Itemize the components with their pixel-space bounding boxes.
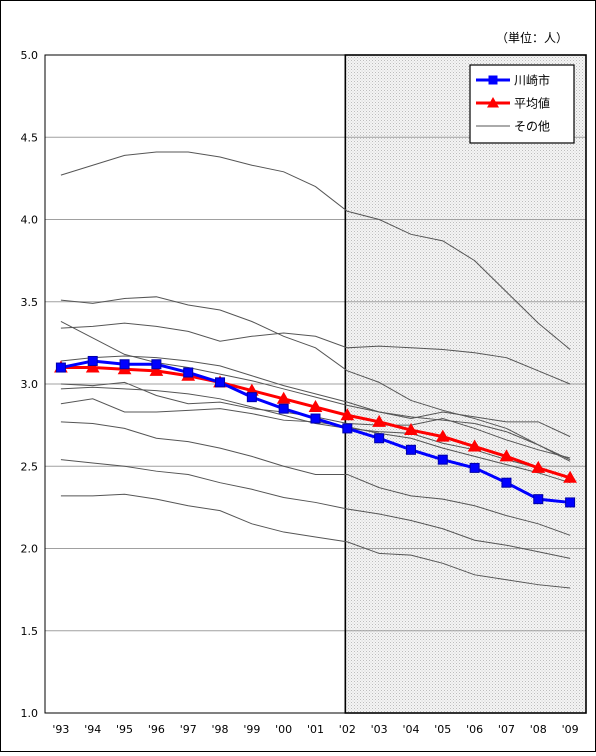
other-city-line: [60, 493, 571, 589]
kawasaki-point: [342, 423, 353, 434]
x-tick-label: '03: [371, 723, 388, 736]
x-tick-label: '94: [84, 723, 101, 736]
kawasaki-point: [183, 367, 194, 378]
y-tick-label: 1.5: [21, 625, 39, 638]
x-tick-label: '08: [530, 723, 547, 736]
average-point: [308, 400, 323, 413]
x-tick-label: '99: [243, 723, 260, 736]
average-point: [85, 360, 100, 373]
other-city-line: [60, 459, 571, 559]
kawasaki-point: [469, 462, 480, 473]
average-point: [372, 414, 387, 427]
kawasaki-point: [374, 433, 385, 444]
average-point: [435, 429, 450, 442]
average-point: [467, 439, 482, 452]
average-point: [531, 460, 546, 473]
x-tick-label: '00: [275, 723, 292, 736]
average-point: [149, 363, 164, 376]
y-tick-label: 3.5: [21, 296, 39, 309]
unit-note: （単位：人）: [496, 30, 568, 45]
average-point: [499, 449, 514, 462]
kawasaki-point: [246, 392, 257, 403]
y-tick-label: 1.0: [21, 707, 39, 720]
kawasaki-point: [565, 497, 576, 508]
y-tick-label: 2.0: [21, 543, 39, 556]
x-tick-label: '09: [562, 723, 579, 736]
kawasaki-point: [151, 359, 162, 370]
kawasaki-point: [405, 444, 416, 455]
average-point: [340, 408, 355, 421]
y-tick-label: 4.5: [21, 131, 39, 144]
kawasaki-point: [501, 477, 512, 488]
x-tick-label: '95: [116, 723, 133, 736]
legend-label: 平均値: [514, 96, 550, 111]
y-tick-label: 4.0: [21, 214, 39, 227]
average-point: [404, 423, 418, 436]
y-tick-label: 5.0: [21, 49, 39, 62]
x-tick-label: '05: [434, 723, 451, 736]
kawasaki-point: [119, 359, 130, 370]
other-city-line: [60, 321, 571, 438]
other-city-line: [60, 355, 571, 461]
x-tick-label: '02: [339, 723, 356, 736]
other-city-line: [60, 421, 571, 536]
legend-label: 川崎市: [514, 73, 550, 88]
kawasaki-point: [55, 362, 66, 373]
y-tick-label: 2.5: [21, 460, 39, 473]
legend-label: その他: [514, 120, 550, 134]
kawasaki-point: [215, 377, 226, 388]
x-tick-label: '98: [212, 723, 229, 736]
kawasaki-point: [533, 494, 544, 505]
legend-swatch-square: [488, 75, 498, 85]
y-tick-label: 3.0: [21, 378, 39, 391]
kawasaki-point: [310, 413, 321, 424]
x-tick-label: '93: [52, 723, 69, 736]
other-city-line: [60, 322, 571, 385]
x-tick-label: '04: [402, 723, 419, 736]
x-tick-label: '96: [148, 723, 165, 736]
x-tick-label: '07: [498, 723, 515, 736]
kawasaki-point: [278, 403, 289, 414]
kawasaki-point: [437, 454, 448, 465]
other-city-line: [60, 151, 571, 350]
x-tick-label: '97: [180, 723, 197, 736]
kawasaki-point: [87, 355, 98, 366]
x-tick-label: '06: [466, 723, 483, 736]
average-point: [276, 391, 291, 404]
legend-swatch-triangle: [487, 97, 499, 108]
other-city-line: [60, 296, 571, 462]
shaded-region-border: [344, 54, 587, 714]
average-point: [563, 470, 577, 483]
x-tick-label: '01: [307, 723, 324, 736]
